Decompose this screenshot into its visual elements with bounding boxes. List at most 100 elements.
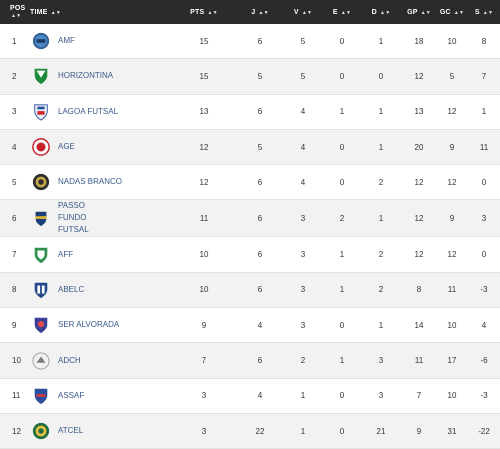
cell-j: 6 [238, 236, 282, 273]
header-s[interactable]: S ▲▼ [468, 0, 500, 24]
team-name[interactable]: AGE [58, 142, 75, 152]
cell-pos: 1 [0, 24, 30, 60]
header-pos[interactable]: POS ▲▼ [0, 0, 30, 24]
cell-pts: 12 [170, 129, 238, 166]
cell-d: 3 [360, 342, 402, 379]
header-gc[interactable]: GC ▲▼ [436, 0, 468, 24]
cell-e: 0 [324, 307, 360, 344]
cell-team: AMF [30, 24, 170, 60]
team-link[interactable]: LAGOA FUTSAL [30, 103, 170, 121]
sort-icon: ▲▼ [482, 9, 494, 16]
cell-team: ATCEL [30, 413, 170, 449]
cell-s: 7 [468, 58, 500, 95]
cell-j: 4 [238, 378, 282, 414]
cell-s: 8 [468, 24, 500, 60]
cell-j: 22 [238, 413, 282, 449]
header-gp[interactable]: GP ▲▼ [402, 0, 436, 24]
team-name[interactable]: SER ALVORADA [58, 320, 120, 330]
cell-d: 2 [360, 164, 402, 201]
team-name[interactable]: ABELC [58, 284, 85, 294]
table-header: POS ▲▼ TIME ▲▼ PTS ▲▼ J ▲▼ V ▲▼ E ▲▼ D ▲… [0, 0, 500, 24]
cell-team: NADAS BRANCO [30, 164, 170, 201]
cell-gc: 10 [436, 307, 468, 344]
team-link[interactable]: AFF [30, 246, 170, 264]
table-row: 12 ATCEL 3 22 1 0 21 9 31 -22 [0, 413, 500, 449]
cell-pts: 13 [170, 94, 238, 130]
sort-icon: ▲▼ [258, 9, 269, 16]
cell-d: 2 [360, 236, 402, 273]
team-link[interactable]: HORIZONTINA [30, 67, 170, 85]
team-name[interactable]: ADCH [58, 355, 81, 365]
table-row: 6 PASSO FUNDO FUTSAL 11 6 3 2 1 12 9 3 [0, 199, 500, 238]
cell-e: 1 [324, 342, 360, 379]
cell-v: 5 [282, 24, 324, 60]
cell-pos: 3 [0, 94, 30, 130]
sort-icon: ▲▼ [453, 9, 465, 16]
team-link[interactable]: ADCH [30, 352, 170, 370]
cell-j: 6 [238, 164, 282, 201]
cell-j: 6 [238, 272, 282, 309]
team-link[interactable]: ASSAF [30, 387, 170, 405]
header-time[interactable]: TIME ▲▼ [30, 0, 170, 24]
header-e[interactable]: E ▲▼ [324, 0, 360, 24]
team-link[interactable]: ATCEL [30, 422, 170, 440]
cell-v: 4 [282, 164, 324, 201]
cell-pos: 9 [0, 307, 30, 344]
sort-icon: ▲▼ [301, 9, 313, 16]
team-name[interactable]: ATCEL [58, 426, 84, 436]
table-row: 8 ABELC 10 6 3 1 2 8 11 -3 [0, 272, 500, 309]
cell-pts: 3 [170, 378, 238, 414]
team-link[interactable]: ABELC [30, 281, 170, 299]
cell-e: 0 [324, 164, 360, 201]
cell-team: AFF [30, 236, 170, 273]
cell-pos: 7 [0, 236, 30, 273]
team-link[interactable]: SER ALVORADA [30, 316, 170, 334]
team-name[interactable]: PASSO FUNDO FUTSAL [58, 201, 89, 235]
cell-gc: 5 [436, 58, 468, 95]
amf-logo [32, 32, 50, 50]
team-name[interactable]: AFF [58, 249, 74, 259]
passo-fundo-futsal-logo [32, 209, 50, 227]
team-link[interactable]: AMF [30, 32, 170, 50]
cell-gp: 12 [402, 58, 436, 95]
cell-gc: 31 [436, 413, 468, 449]
team-name[interactable]: HORIZONTINA [58, 71, 114, 81]
cell-v: 1 [282, 413, 324, 449]
cell-gc: 12 [436, 164, 468, 201]
cell-gp: 12 [402, 199, 436, 238]
table-row: 9 SER ALVORADA 9 4 3 0 1 14 10 4 [0, 307, 500, 344]
cell-j: 5 [238, 58, 282, 95]
cell-d: 1 [360, 199, 402, 238]
cell-d: 0 [360, 58, 402, 95]
cell-j: 6 [238, 342, 282, 379]
cell-v: 4 [282, 129, 324, 166]
cell-gp: 18 [402, 24, 436, 60]
cell-gp: 13 [402, 94, 436, 130]
table-body: 1 AMF 15 6 5 0 1 18 10 8 2 HORIZONTINA 15 5 5 0 0 12 5 7 3 LA… [0, 24, 500, 449]
cell-v: 4 [282, 94, 324, 130]
team-link[interactable]: AGE [30, 138, 170, 156]
cell-j: 6 [238, 24, 282, 60]
header-pts[interactable]: PTS ▲▼ [170, 0, 238, 24]
sort-icon: ▲▼ [340, 9, 352, 16]
cell-gp: 14 [402, 307, 436, 344]
cell-pos: 12 [0, 413, 30, 449]
abelc-logo [32, 281, 50, 299]
header-d[interactable]: D ▲▼ [360, 0, 402, 24]
cell-e: 0 [324, 129, 360, 166]
team-name[interactable]: ASSAF [58, 390, 85, 400]
cell-d: 1 [360, 307, 402, 344]
table-row: 10 ADCH 7 6 2 1 3 11 17 -6 [0, 342, 500, 379]
header-v[interactable]: V ▲▼ [282, 0, 324, 24]
team-name[interactable]: NADAS BRANCO [58, 177, 123, 187]
team-link[interactable]: PASSO FUNDO FUTSAL [30, 200, 170, 236]
team-name[interactable]: LAGOA FUTSAL [58, 106, 119, 116]
cell-gp: 11 [402, 342, 436, 379]
team-link[interactable]: NADAS BRANCO [30, 173, 170, 191]
table-row: 2 HORIZONTINA 15 5 5 0 0 12 5 7 [0, 58, 500, 95]
cell-s: -6 [468, 342, 500, 379]
team-name[interactable]: AMF [58, 36, 75, 46]
header-j[interactable]: J ▲▼ [238, 0, 282, 24]
cell-gp: 7 [402, 378, 436, 414]
sort-icon: ▲▼ [420, 9, 431, 16]
